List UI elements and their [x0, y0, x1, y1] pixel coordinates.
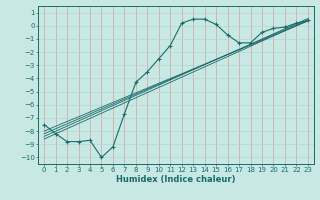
X-axis label: Humidex (Indice chaleur): Humidex (Indice chaleur): [116, 175, 236, 184]
